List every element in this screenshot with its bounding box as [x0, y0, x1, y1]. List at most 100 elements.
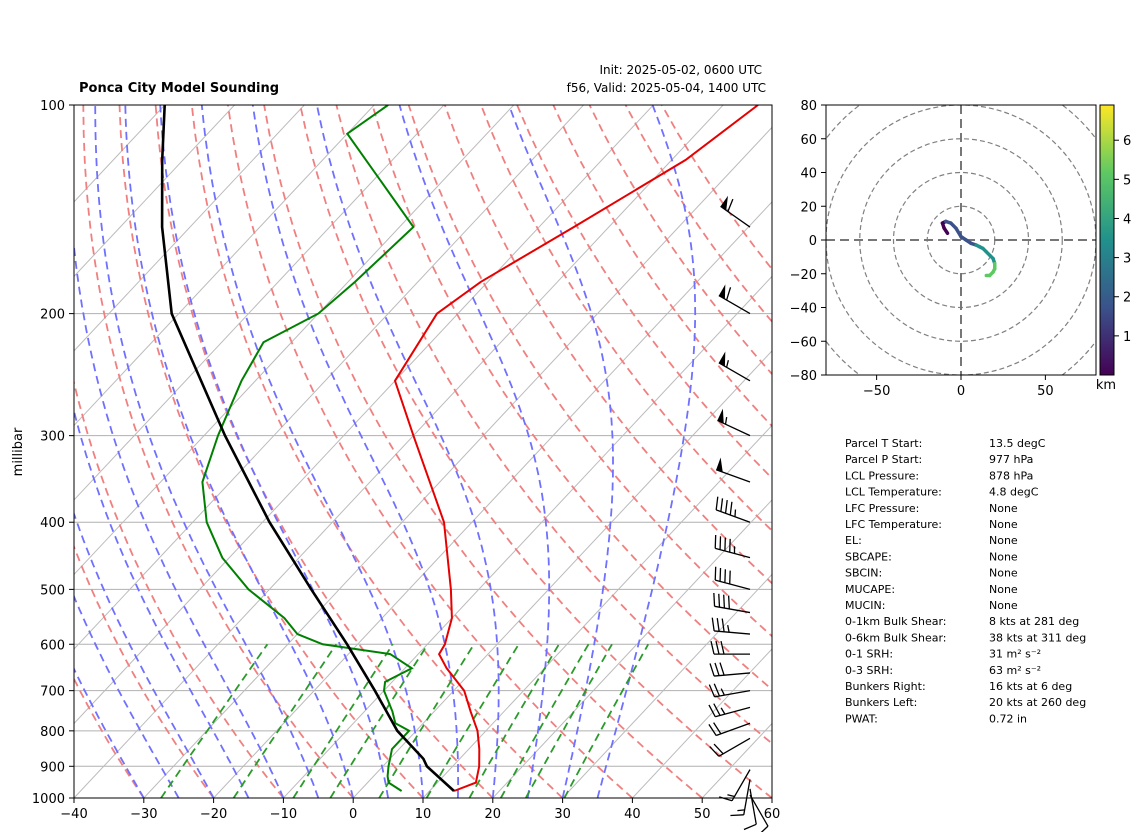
- hodograph-x-tick-label: −50: [863, 384, 890, 399]
- barb-full: [716, 618, 720, 632]
- moist-adiabat: [74, 237, 285, 798]
- stat-value: None: [989, 534, 1018, 547]
- barb-full: [730, 814, 744, 817]
- isotherm: [74, 105, 654, 725]
- colorbar-label: km: [1096, 378, 1116, 393]
- barb-staff: [720, 205, 751, 228]
- isotherm: [143, 126, 772, 798]
- barb-full: [713, 722, 722, 735]
- barb-staff: [714, 690, 751, 698]
- wind-barb: [710, 640, 750, 655]
- wind-barb: [718, 351, 751, 382]
- colorbar-tick-label: 4: [1123, 212, 1131, 227]
- barb-full: [708, 723, 717, 736]
- barb-full: [743, 823, 757, 831]
- skewt-panel: −40 −30 −20 −10 0 10 20 30 40 50 60 1000 900 800 700 60…: [11, 99, 781, 832]
- barb-full: [727, 595, 730, 609]
- x-tick-label: 50: [694, 807, 711, 822]
- moist-adiabat: [508, 105, 614, 798]
- isotherm: [74, 105, 375, 427]
- temperature-profile: [393, 105, 759, 792]
- y-tick-label: 700: [40, 685, 65, 700]
- barb-half: [720, 688, 725, 696]
- barb-staff: [731, 769, 751, 802]
- barb-half: [720, 707, 726, 715]
- moist-adiabat: [74, 594, 180, 798]
- stat-value: 4.8 degC: [989, 486, 1039, 499]
- y-tick-label: 900: [40, 760, 65, 775]
- moist-adiabat: [74, 407, 250, 798]
- moist-adiabat: [596, 105, 697, 798]
- moist-adiabat: [251, 105, 459, 798]
- isotherm: [283, 275, 772, 798]
- barb-staff: [749, 794, 769, 827]
- dry-adiabat: [74, 544, 215, 798]
- hodograph-y-tick-label: 80: [800, 99, 817, 114]
- wind-barb: [711, 617, 751, 635]
- barb-full: [760, 825, 769, 832]
- barb-flag: [717, 408, 724, 424]
- barb-full: [720, 640, 725, 655]
- moist-adiabat: [398, 105, 551, 798]
- barb-half: [727, 624, 730, 633]
- moist-adiabat: [94, 105, 320, 798]
- isotherm: [771, 797, 772, 798]
- wind-barb: [713, 592, 751, 614]
- barb-flag: [718, 284, 726, 300]
- stat-label: LCL Temperature:: [845, 486, 942, 499]
- hodograph-panel: −80 −60 −40 −20 0 20 40 60 80 −50 0 50 1 2 3 4 5 6 km: [790, 99, 1132, 399]
- barb-full: [709, 746, 720, 757]
- barb-staff: [715, 706, 751, 718]
- hodograph-x-tick-label: 0: [957, 384, 965, 399]
- stat-value: None: [989, 583, 1018, 596]
- dry-adiabat: [480, 105, 772, 532]
- barb-full: [713, 592, 716, 607]
- colorbar-tick-label: 1: [1123, 330, 1131, 345]
- isotherm: [74, 105, 305, 352]
- dry-adiabat: [263, 105, 703, 798]
- hodograph-y-tick-label: −20: [790, 268, 817, 283]
- barb-staff: [717, 419, 751, 437]
- hodograph-rings: [826, 105, 1096, 375]
- wind-barb: [715, 457, 751, 483]
- wind-barb: [715, 496, 751, 523]
- dry-adiabat: [335, 105, 772, 745]
- skewt-profiles: [160, 105, 759, 792]
- moist-adiabat: [74, 511, 215, 798]
- stat-label: 0-1 SRH:: [845, 648, 893, 661]
- x-tick-label: 60: [764, 807, 781, 822]
- isotherm: [562, 573, 772, 798]
- x-tick-label: −10: [270, 807, 297, 822]
- barb-full: [724, 500, 728, 514]
- stat-value: 20 kts at 260 deg: [989, 696, 1086, 709]
- wind-barb: [730, 779, 751, 817]
- barb-staff: [715, 469, 751, 483]
- wind-barb: [709, 737, 751, 757]
- wind-barb: [708, 683, 751, 698]
- stat-value: None: [989, 502, 1018, 515]
- wind-barbs: [708, 195, 769, 832]
- dry-adiabat: [190, 105, 564, 798]
- mixing-ratio-line: [378, 643, 475, 798]
- barb-full: [708, 704, 716, 718]
- stat-label: SBCIN:: [845, 567, 882, 580]
- parcel-profile: [160, 105, 455, 792]
- stat-value: None: [989, 550, 1018, 563]
- dry-adiabat: [624, 105, 772, 323]
- dry-adiabat: [227, 105, 633, 798]
- wind-barb: [743, 788, 757, 831]
- barb-half: [725, 360, 730, 368]
- wind-barb: [718, 284, 751, 315]
- mixing-ratio-line: [160, 643, 269, 798]
- barb-staff: [715, 722, 751, 737]
- y-axis-label: millibar: [11, 427, 26, 476]
- stat-value: 8 kts at 281 deg: [989, 615, 1079, 628]
- dry-adiabat: [552, 105, 772, 428]
- stat-label: Parcel P Start:: [845, 453, 922, 466]
- hodograph-trace: [940, 219, 997, 278]
- stat-label: 0-1km Bulk Shear:: [845, 615, 947, 628]
- barb-full: [713, 743, 724, 755]
- stat-label: Bunkers Left:: [845, 696, 917, 709]
- stat-value: None: [989, 599, 1018, 612]
